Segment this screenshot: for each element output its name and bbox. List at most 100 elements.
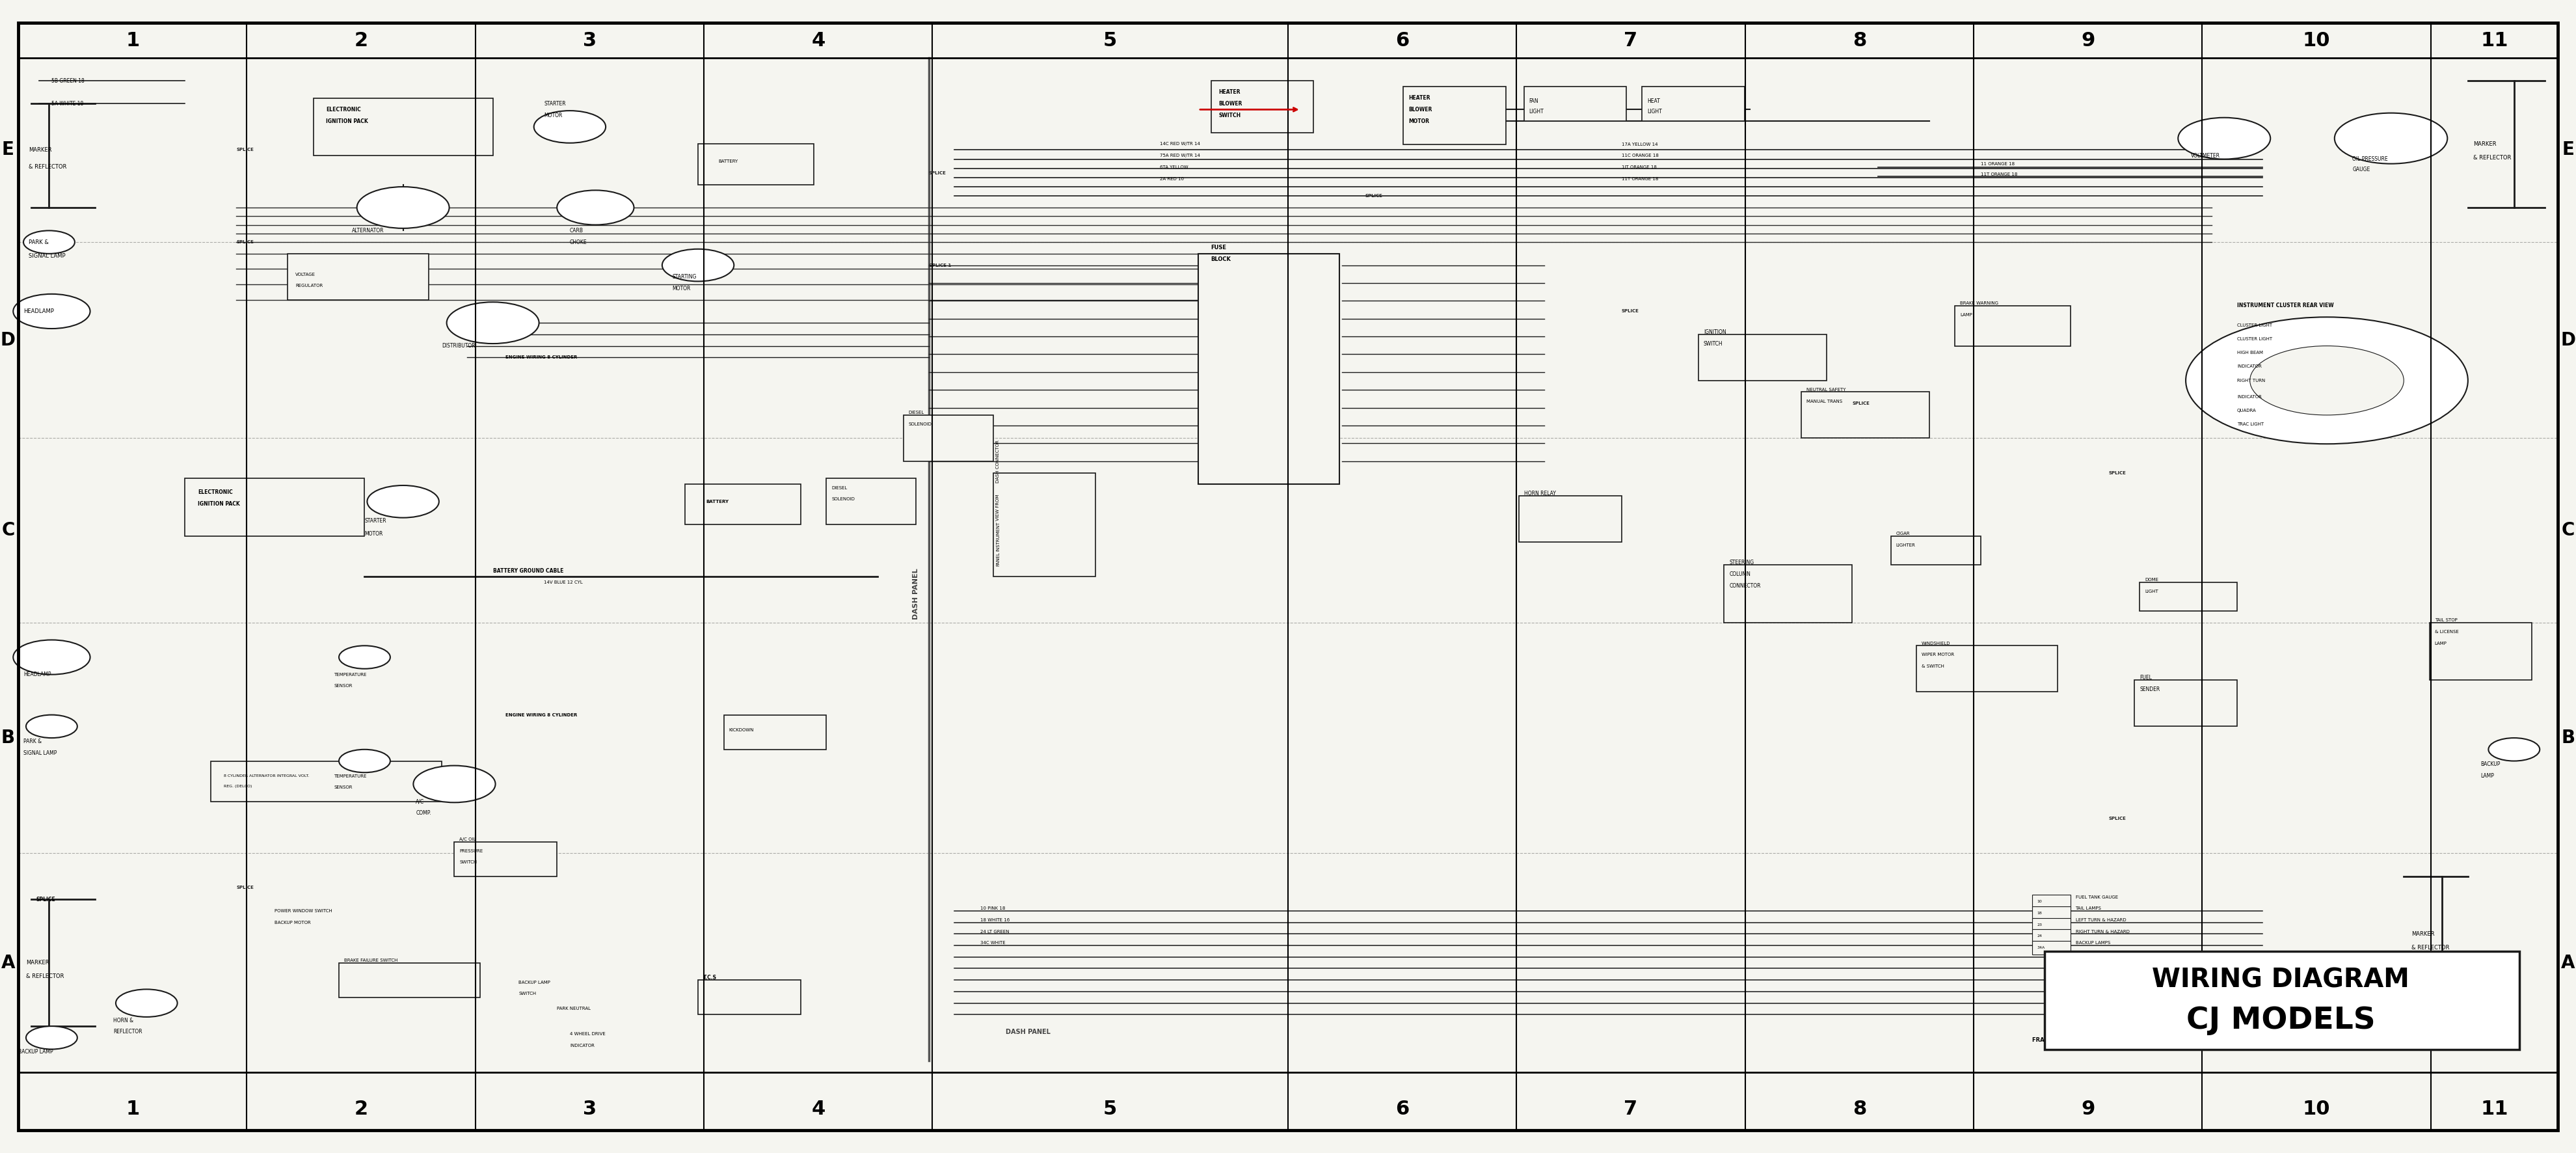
Text: MOTOR: MOTOR: [544, 112, 562, 119]
Text: BLOWER: BLOWER: [1409, 106, 1432, 113]
Text: HORN RELAY: HORN RELAY: [1525, 490, 1556, 497]
Text: BATTERY GROUND CABLE: BATTERY GROUND CABLE: [492, 567, 564, 574]
Text: INSTRUMENT CLUSTER REAR VIEW: INSTRUMENT CLUSTER REAR VIEW: [2236, 302, 2334, 309]
Bar: [2032, 929, 2071, 943]
Text: 4: 4: [811, 31, 824, 50]
Text: BACKUP LAMP: BACKUP LAMP: [518, 980, 551, 985]
Text: LIGHT: LIGHT: [1530, 108, 1543, 115]
Bar: [2032, 895, 2071, 909]
Text: TAIL LAMPS: TAIL LAMPS: [2076, 906, 2102, 911]
Text: SPLICE: SPLICE: [237, 886, 255, 890]
Text: 2A RED 10: 2A RED 10: [1159, 176, 1185, 181]
Text: MOTOR: MOTOR: [672, 285, 690, 292]
Text: LAMP: LAMP: [2434, 641, 2447, 646]
Bar: [1723, 565, 1852, 623]
Text: DASH CONNECTOR: DASH CONNECTOR: [997, 439, 999, 483]
Text: TEMPERATURE: TEMPERATURE: [335, 672, 366, 677]
Text: 70437: 70437: [2367, 1038, 2388, 1045]
Bar: [992, 473, 1095, 576]
Text: HORN &: HORN &: [113, 1017, 134, 1024]
Bar: [2032, 918, 2071, 932]
Text: SWITCH: SWITCH: [1703, 340, 1723, 347]
Circle shape: [358, 187, 448, 228]
Bar: [2429, 623, 2532, 680]
Text: BATTERY: BATTERY: [706, 499, 729, 504]
Circle shape: [662, 249, 734, 281]
Text: SPLICE: SPLICE: [2110, 470, 2125, 475]
Text: PRESSURE: PRESSURE: [459, 849, 484, 853]
Text: SENSOR: SENSOR: [335, 684, 353, 688]
Text: SPLICE: SPLICE: [237, 148, 255, 152]
Text: 6TA YELLOW: 6TA YELLOW: [1159, 165, 1188, 169]
Bar: [453, 842, 556, 876]
Text: 5B GREEN 18: 5B GREEN 18: [52, 77, 85, 84]
Text: 7: 7: [1623, 1100, 1638, 1118]
Text: OIL PRESSURE: OIL PRESSURE: [2352, 156, 2388, 163]
Text: 2: 2: [355, 1100, 368, 1118]
Circle shape: [412, 766, 495, 802]
Text: LIGHT: LIGHT: [1646, 108, 1662, 115]
Text: SPLICE: SPLICE: [1365, 194, 1383, 198]
Circle shape: [533, 111, 605, 143]
Bar: [2136, 680, 2236, 726]
Text: 14C RED W/TR 14: 14C RED W/TR 14: [1159, 142, 1200, 146]
Text: A/C OIL: A/C OIL: [459, 837, 477, 842]
Bar: [685, 484, 801, 525]
Text: MARKER: MARKER: [26, 959, 49, 966]
Text: HEADLAMP: HEADLAMP: [23, 308, 54, 315]
Text: POWER WINDOW SWITCH: POWER WINDOW SWITCH: [276, 909, 332, 913]
Text: SWITCH: SWITCH: [1218, 112, 1242, 119]
Circle shape: [556, 190, 634, 225]
Text: & REFLECTOR: & REFLECTOR: [28, 164, 67, 171]
Circle shape: [340, 646, 389, 669]
Text: SPLICE 1: SPLICE 1: [930, 263, 951, 267]
Bar: [724, 715, 827, 749]
Text: COLUMN: COLUMN: [1728, 571, 1752, 578]
Text: B: B: [0, 729, 15, 747]
Text: 5: 5: [1103, 31, 1118, 50]
Text: 1: 1: [126, 31, 139, 50]
Text: 3: 3: [582, 31, 598, 50]
Text: COMP.: COMP.: [415, 809, 430, 816]
Text: CIGAR: CIGAR: [1896, 532, 1909, 536]
Bar: [1955, 306, 2071, 346]
Text: 5A WHITE 18: 5A WHITE 18: [52, 100, 82, 107]
Text: 8 CYLINDER ALTERNATOR INTEGRAL VOLT.: 8 CYLINDER ALTERNATOR INTEGRAL VOLT.: [224, 775, 309, 777]
Text: IGNITION: IGNITION: [1703, 329, 1726, 336]
Text: CARB: CARB: [569, 227, 582, 234]
Text: 24 LT GREEN: 24 LT GREEN: [981, 929, 1010, 934]
Circle shape: [2488, 738, 2540, 761]
Bar: [827, 478, 917, 525]
Text: 3: 3: [582, 1100, 598, 1118]
Text: HEATER: HEATER: [1409, 95, 1430, 101]
Text: DOME: DOME: [2146, 578, 2159, 582]
Text: MARKER: MARKER: [2473, 141, 2496, 148]
Text: HEATER: HEATER: [1218, 89, 1242, 96]
Text: BLOWER: BLOWER: [1218, 100, 1242, 107]
Bar: [2045, 951, 2519, 1049]
Text: 10: 10: [2303, 31, 2331, 50]
Text: SPLICE: SPLICE: [1852, 401, 1870, 406]
Text: INDICATOR: INDICATOR: [569, 1043, 595, 1048]
Text: DISTRIBUTOR: DISTRIBUTOR: [440, 342, 474, 349]
Bar: [904, 415, 992, 461]
Text: 7: 7: [1623, 31, 1638, 50]
Text: SPLICE: SPLICE: [36, 896, 57, 903]
Text: 34C WHITE: 34C WHITE: [981, 941, 1005, 945]
Text: REFLECTOR: REFLECTOR: [113, 1028, 142, 1035]
Text: BATTERY: BATTERY: [719, 159, 739, 164]
Text: 34A: 34A: [2038, 947, 2045, 949]
Text: 17A YELLOW 14: 17A YELLOW 14: [1620, 142, 1656, 146]
Text: DIESEL: DIESEL: [909, 410, 925, 415]
Text: 10: 10: [2303, 1100, 2331, 1118]
Bar: [1891, 536, 1981, 565]
Text: 18: 18: [2038, 912, 2043, 914]
Text: 11T ORANGE 18: 11T ORANGE 18: [1620, 176, 1659, 181]
Text: LAMP: LAMP: [2481, 773, 2494, 779]
Text: 11: 11: [2481, 31, 2509, 50]
Text: LIGHTER: LIGHTER: [1896, 543, 1917, 548]
Text: 23: 23: [2038, 924, 2043, 926]
Text: STARTING: STARTING: [672, 273, 696, 280]
Text: STARTER: STARTER: [544, 100, 567, 107]
Text: & LICENSE: & LICENSE: [2434, 630, 2458, 634]
